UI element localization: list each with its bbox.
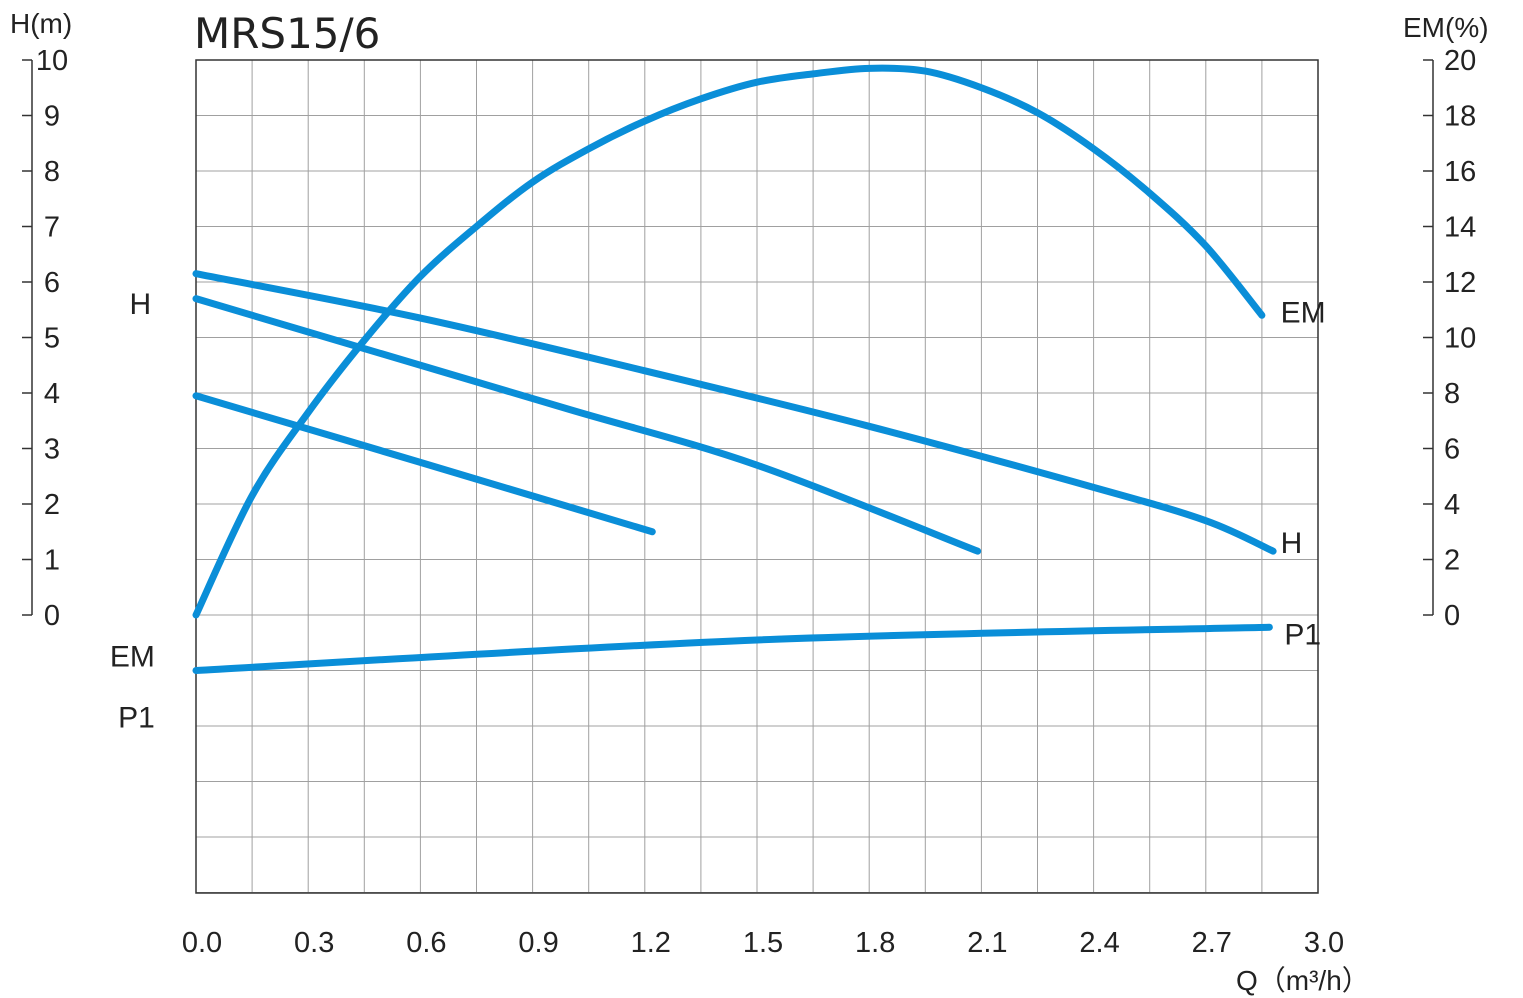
left-axis-tick-label: 2 — [44, 489, 60, 521]
right-axis-tick-label: 10 — [1444, 323, 1476, 355]
curve-label-h: H — [1281, 527, 1303, 560]
curve-label-h: H — [129, 288, 151, 321]
left-axis-tick-label: 8 — [44, 156, 60, 188]
x-axis-tick-label: 0.9 — [518, 927, 558, 959]
series-layer — [192, 64, 1277, 674]
x-axis-tick-label: 2.7 — [1192, 927, 1232, 959]
left-axis-title: H(m) — [10, 8, 72, 39]
right-axis-tick-label: 6 — [1444, 434, 1460, 466]
x-axis-tick-label: 1.8 — [855, 927, 895, 959]
right-axis-tick-label: 20 — [1444, 45, 1476, 77]
right-axis-tick-label: 0 — [1444, 600, 1460, 632]
x-axis-tick-label: 1.5 — [743, 927, 783, 959]
efficiency-curve — [192, 64, 1266, 619]
left-axis-tick-label: 0 — [44, 600, 60, 632]
left-axis-tick-label: 3 — [44, 434, 60, 466]
x-axis-tick-label: 0.0 — [182, 927, 222, 959]
right-axis-tick-label: 4 — [1444, 489, 1460, 521]
head-curve-3 — [192, 392, 656, 536]
x-axis-title: Q（m³/h） — [1236, 965, 1370, 996]
left-axis-tick-label: 6 — [44, 267, 60, 299]
left-axis-tick-label: 9 — [44, 101, 60, 133]
plot-frame — [195, 59, 1319, 894]
left-axis-tick-label: 5 — [44, 323, 60, 355]
x-axis-tick-label: 3.0 — [1304, 927, 1344, 959]
right-axis-tick-label: 16 — [1444, 156, 1476, 188]
x-axis-tick-label: 1.2 — [631, 927, 671, 959]
head-curve-2 — [192, 295, 982, 555]
labels-layer: H EM P1 EM H P1 — [110, 288, 1326, 734]
right-axis-tick-label: 8 — [1444, 378, 1460, 410]
x-axis-tick-label: 2.1 — [967, 927, 1007, 959]
x-axis-tick-label: 2.4 — [1079, 927, 1119, 959]
right-axis-tick-label: 12 — [1444, 267, 1476, 299]
curve-label-em: EM — [110, 641, 155, 674]
head-curve-1 — [192, 270, 1277, 555]
right-axis-tick-label: 18 — [1444, 101, 1476, 133]
left-axis-tick-label: 10 — [36, 45, 68, 77]
curve-label-p1: P1 — [1284, 618, 1321, 651]
left-axis-tick-label: 1 — [44, 545, 60, 577]
x-axis-tick-label: 0.6 — [406, 927, 446, 959]
curve-label-em: EM — [1281, 297, 1326, 330]
left-axis-tick-label: 7 — [44, 212, 60, 244]
right-axis-tick-label: 14 — [1444, 212, 1476, 244]
right-axis-title: EM(%) — [1403, 12, 1489, 43]
x-axis-tick-label: 0.3 — [294, 927, 334, 959]
power-curve — [192, 623, 1273, 674]
grid-layer — [195, 59, 1319, 894]
right-axis-tick-label: 2 — [1444, 545, 1460, 577]
left-axis-tick-label: 4 — [44, 378, 60, 410]
curve-label-p1: P1 — [118, 702, 155, 735]
chart-title: MRS15/6 — [194, 9, 380, 58]
